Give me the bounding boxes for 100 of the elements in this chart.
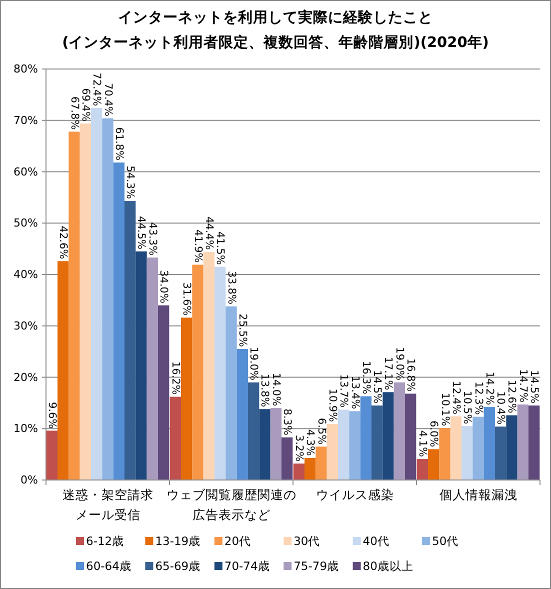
- data-label: 8.3%: [281, 408, 294, 436]
- chart-subtitle: (インターネット利用者限定、複数回答、年齢階層別)(2020年): [62, 33, 489, 51]
- bar: [58, 261, 69, 480]
- data-label: 61.8%: [112, 127, 125, 161]
- bar: [226, 306, 237, 480]
- bar: [394, 382, 405, 480]
- legend-label: 20代: [224, 534, 252, 548]
- x-tick-label: 迷惑・架空請求メール受信: [62, 487, 154, 522]
- data-label: 10.9%: [326, 388, 338, 422]
- y-tick-label: 60%: [14, 165, 38, 178]
- bar: [428, 449, 440, 480]
- bar: [80, 123, 91, 480]
- data-label: 44.4%: [202, 216, 215, 250]
- bar: [136, 251, 147, 480]
- bar: [248, 382, 260, 480]
- bar: [416, 458, 428, 480]
- data-label: 69.4%: [79, 88, 92, 122]
- bar: [113, 162, 124, 480]
- data-label: 44.5%: [135, 216, 148, 250]
- bar: [146, 258, 158, 480]
- data-label: 19.0%: [393, 347, 406, 380]
- legend-label: 80歳以上: [362, 559, 414, 573]
- bar: [203, 252, 214, 480]
- data-label: 16.2%: [169, 361, 182, 395]
- chart-title: インターネットを利用して実際に経験したこと: [118, 8, 433, 26]
- bar: [304, 458, 316, 480]
- data-label: 10.1%: [438, 392, 451, 426]
- data-label: 54.3%: [124, 166, 136, 200]
- bar: [214, 266, 226, 480]
- data-label: 6.0%: [428, 420, 440, 448]
- bar: [46, 430, 58, 480]
- bar: [517, 404, 528, 480]
- bar: [360, 396, 372, 480]
- bar: [372, 406, 383, 480]
- bar: [349, 411, 360, 480]
- bar: [282, 437, 293, 480]
- data-label: 12.4%: [450, 380, 462, 414]
- data-label: 14.0%: [270, 372, 282, 406]
- bar: [68, 132, 80, 480]
- legend-label: 50代: [432, 534, 459, 548]
- legend-label: 65-69歳: [155, 559, 201, 573]
- data-label: 41.5%: [214, 231, 226, 265]
- data-label: 31.6%: [180, 282, 193, 316]
- data-label: 17.1%: [382, 356, 394, 390]
- data-label: 72.4%: [90, 72, 103, 106]
- bar: [192, 264, 204, 480]
- legend-label: 60-64歳: [86, 559, 132, 573]
- bar: [326, 424, 338, 480]
- data-label: 19.0%: [248, 347, 260, 380]
- data-label: 13.4%: [348, 376, 361, 410]
- bar: [338, 410, 350, 480]
- bar: [450, 416, 462, 480]
- data-label: 41.9%: [192, 229, 204, 263]
- bar: [259, 409, 270, 480]
- data-label: 33.8%: [225, 270, 238, 304]
- bar: [91, 108, 102, 480]
- y-tick-label: 80%: [14, 62, 38, 76]
- y-tick-label: 30%: [14, 319, 38, 332]
- legend-label: 75-79歳: [294, 559, 340, 573]
- data-label: 9.6%: [46, 402, 58, 429]
- data-label: 10.4%: [494, 391, 507, 425]
- bar: [484, 407, 495, 480]
- bar: [158, 305, 170, 480]
- y-tick-label: 0%: [20, 474, 38, 486]
- data-label: 14.7%: [516, 369, 529, 402]
- data-label: 34.0%: [158, 270, 170, 304]
- data-label: 12.6%: [506, 380, 518, 414]
- bar: [236, 348, 248, 480]
- y-tick-label: 20%: [14, 370, 38, 384]
- bar: [439, 428, 450, 480]
- y-tick-label: 50%: [14, 216, 38, 230]
- data-label: 12.3%: [472, 381, 484, 415]
- data-label: 16.8%: [404, 358, 417, 392]
- bar: [405, 394, 416, 480]
- data-label: 16.3%: [360, 360, 372, 394]
- data-label: 14.5%: [528, 370, 540, 404]
- bar: [124, 201, 136, 480]
- bar: [528, 406, 540, 480]
- data-label: 13.8%: [258, 374, 271, 408]
- bar: [472, 416, 484, 480]
- bar: [382, 392, 394, 480]
- data-label: 3.2%: [292, 434, 305, 462]
- legend-label: 30代: [294, 534, 320, 548]
- bar: [102, 118, 114, 480]
- data-label: 13.7%: [338, 374, 350, 408]
- data-label: 4.1%: [416, 430, 428, 457]
- y-tick-label: 10%: [14, 422, 38, 436]
- bar: [316, 446, 327, 480]
- x-tick-label: ウェブ閲覧履歴関連の広告表示など: [166, 487, 296, 522]
- bar: [170, 396, 181, 480]
- data-label: 6.5%: [315, 418, 328, 445]
- y-tick-label: 70%: [14, 114, 38, 127]
- legend-label: 40代: [362, 534, 390, 548]
- legend-label: 6-12歳: [86, 534, 124, 548]
- bar: [506, 415, 518, 480]
- bar: [181, 318, 192, 480]
- data-label: 70.4%: [102, 82, 114, 116]
- data-label: 14.2%: [483, 372, 496, 406]
- data-label: 25.5%: [236, 314, 248, 348]
- legend-label: 13-19歳: [155, 534, 201, 548]
